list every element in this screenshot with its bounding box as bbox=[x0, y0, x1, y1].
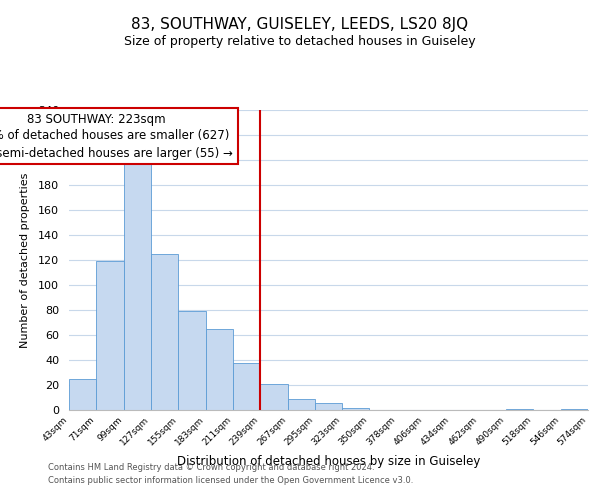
Bar bbox=[260, 384, 287, 410]
X-axis label: Distribution of detached houses by size in Guiseley: Distribution of detached houses by size … bbox=[177, 456, 480, 468]
Text: 83, SOUTHWAY, GUISELEY, LEEDS, LS20 8JQ: 83, SOUTHWAY, GUISELEY, LEEDS, LS20 8JQ bbox=[131, 18, 469, 32]
Bar bbox=[560, 409, 588, 410]
Bar bbox=[315, 402, 342, 410]
Bar bbox=[69, 379, 97, 410]
Text: Contains HM Land Registry data © Crown copyright and database right 2024.: Contains HM Land Registry data © Crown c… bbox=[48, 464, 374, 472]
Bar bbox=[206, 329, 233, 410]
Bar bbox=[97, 261, 124, 410]
Bar bbox=[287, 399, 315, 410]
Bar bbox=[178, 311, 206, 410]
Text: Contains public sector information licensed under the Open Government Licence v3: Contains public sector information licen… bbox=[48, 476, 413, 485]
Text: 83 SOUTHWAY: 223sqm
← 92% of detached houses are smaller (627)
8% of semi-detach: 83 SOUTHWAY: 223sqm ← 92% of detached ho… bbox=[0, 112, 233, 160]
Bar bbox=[151, 254, 178, 410]
Bar bbox=[124, 164, 151, 410]
Bar bbox=[506, 409, 533, 410]
Y-axis label: Number of detached properties: Number of detached properties bbox=[20, 172, 29, 348]
Bar bbox=[342, 408, 370, 410]
Text: Size of property relative to detached houses in Guiseley: Size of property relative to detached ho… bbox=[124, 35, 476, 48]
Bar bbox=[233, 362, 260, 410]
